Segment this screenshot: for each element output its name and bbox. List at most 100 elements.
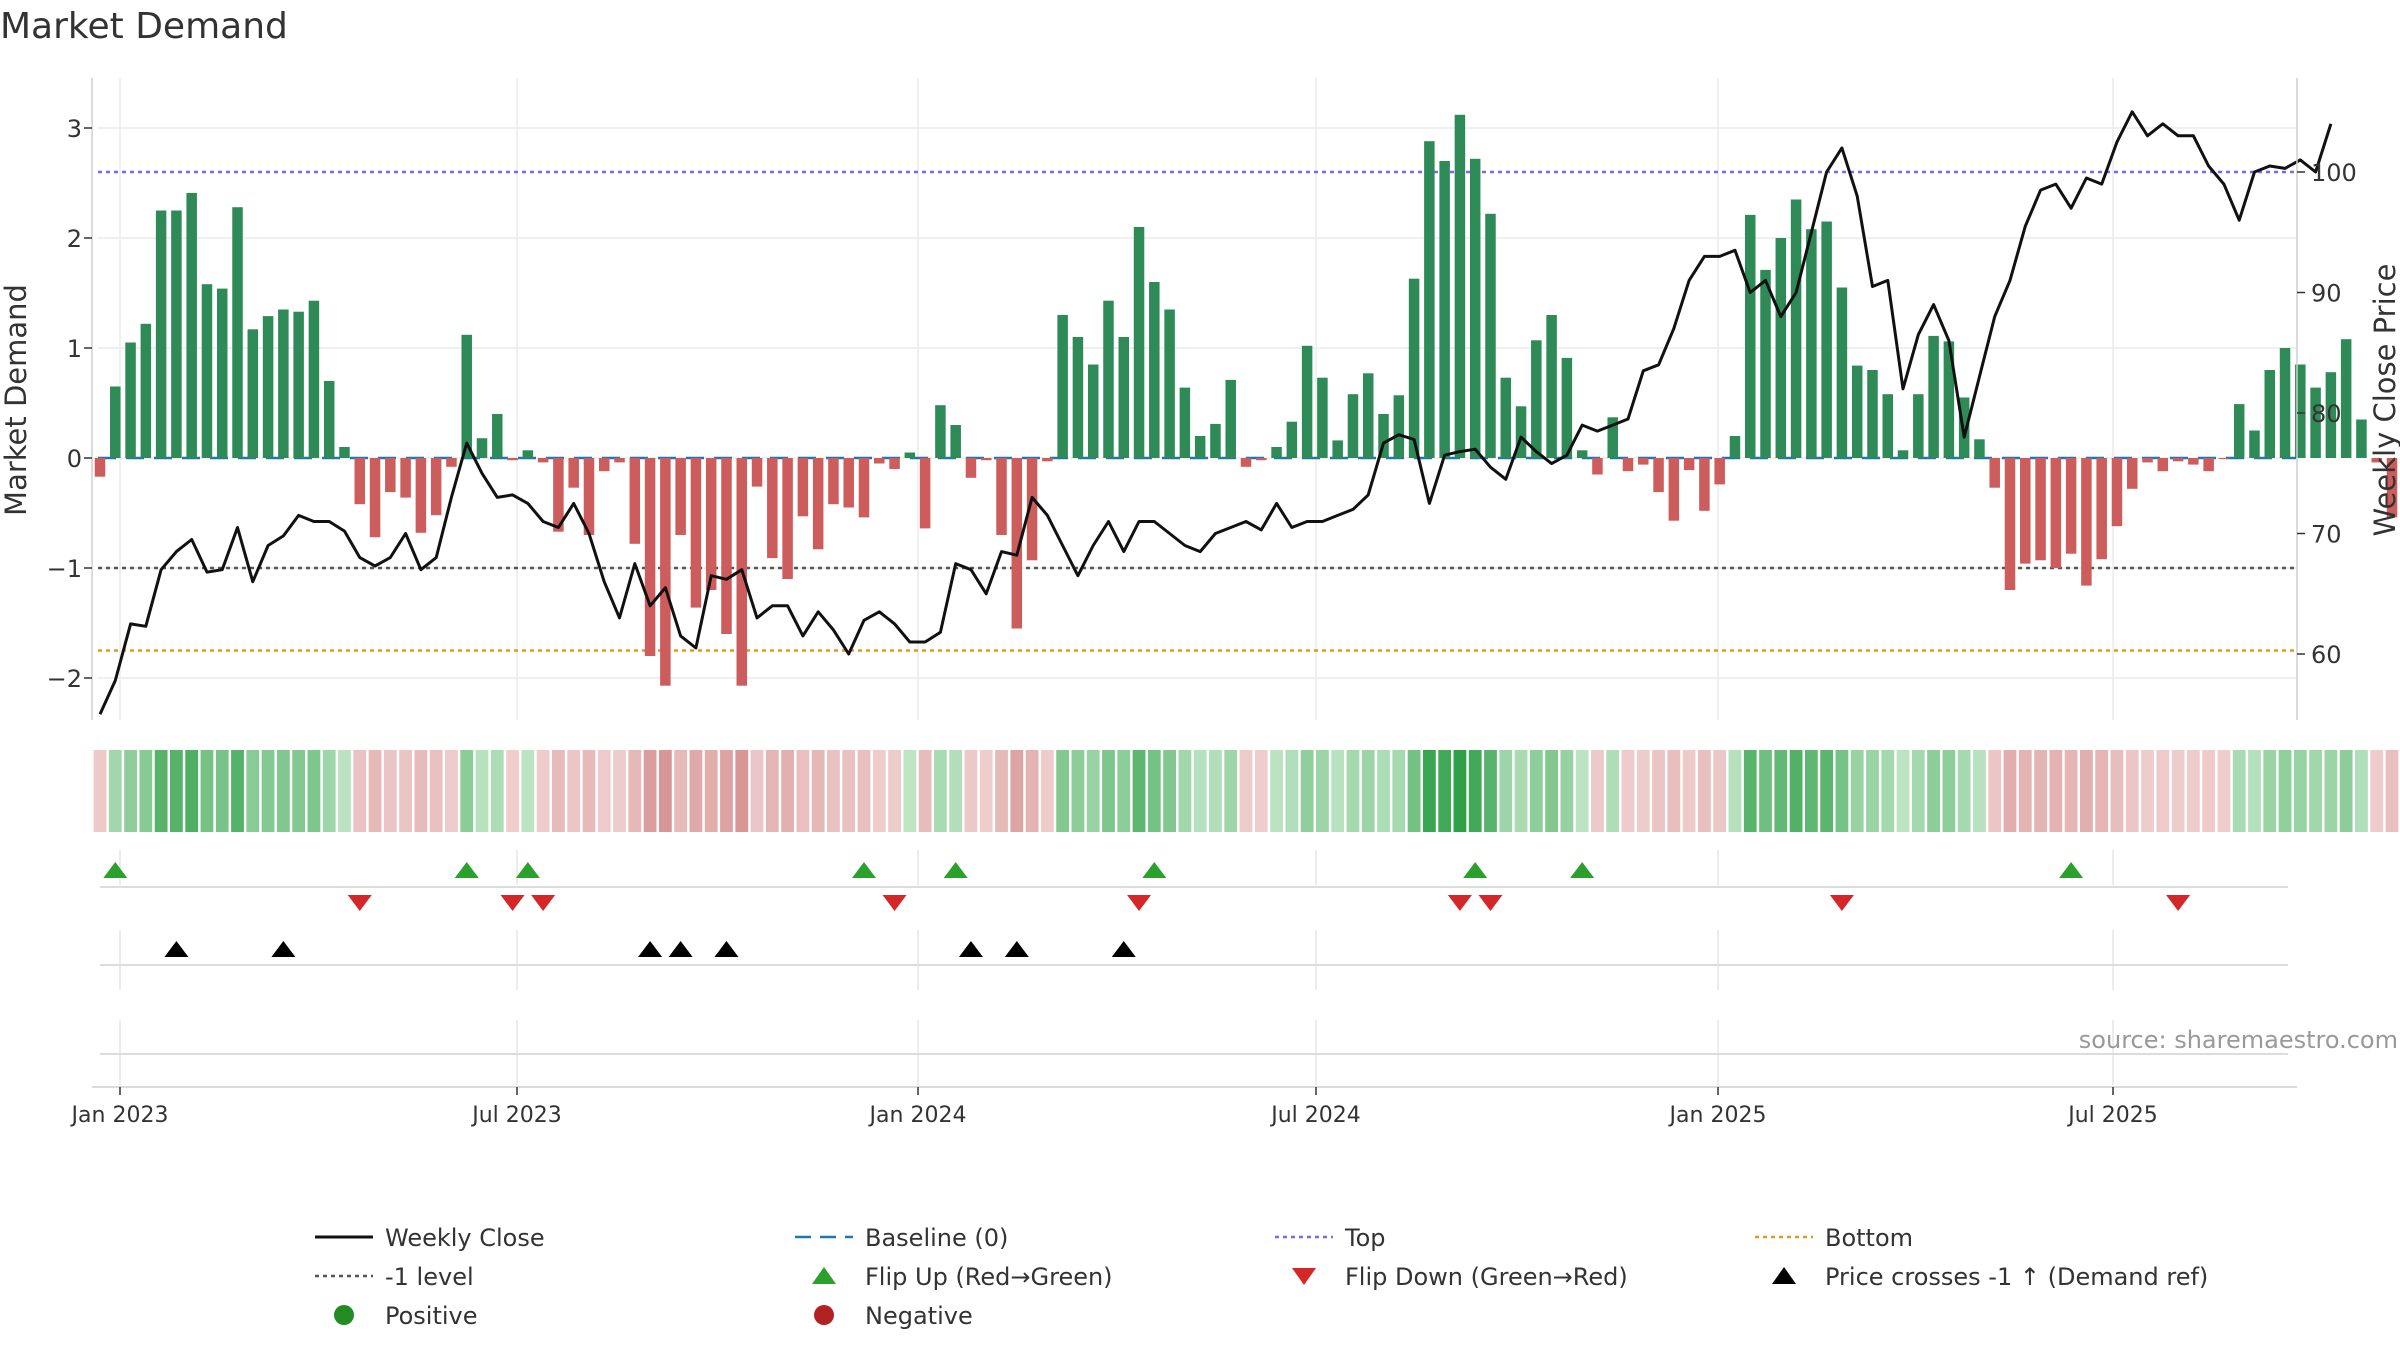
heat-cell [1163, 750, 1176, 832]
demand-bar [553, 458, 564, 532]
heat-cell [170, 750, 183, 832]
demand-bar [1042, 458, 1053, 462]
price-cross-marker [164, 941, 189, 957]
demand-bar [1790, 199, 1802, 458]
heat-cell [1438, 750, 1452, 832]
demand-bar [2035, 458, 2046, 561]
heat-cell [1056, 750, 1070, 832]
heat-cell [1560, 750, 1574, 832]
demand-bar [1393, 395, 1405, 458]
demand-bar [1133, 227, 1145, 458]
heat-cell [781, 750, 794, 832]
heat-cell [1850, 750, 1864, 832]
demand-bar [262, 316, 274, 458]
demand-bar [171, 210, 182, 458]
demand-bar [2142, 458, 2153, 463]
demand-bar [2233, 404, 2245, 458]
right-tick-label: 80 [2311, 400, 2342, 428]
heat-cell [1957, 750, 1971, 832]
legend-item: Baseline (0) [795, 1224, 1008, 1252]
legend-flip-up-icon [812, 1267, 836, 1284]
heat-cell [1927, 750, 1940, 832]
heat-cell [1453, 750, 1467, 832]
demand-bar [675, 458, 686, 535]
legend-flip-down-icon [1292, 1268, 1316, 1285]
demand-bar [186, 192, 197, 458]
demand-bar [323, 381, 335, 458]
price-cross-marker [271, 941, 296, 957]
heat-cell [383, 750, 397, 832]
demand-bar [1668, 458, 1680, 521]
demand-bar [644, 458, 656, 656]
heat-cell [1316, 750, 1329, 832]
heat-cell [124, 750, 137, 832]
demand-bar [919, 458, 931, 529]
demand-bar [1928, 335, 1939, 458]
heat-cell [1254, 750, 1268, 832]
heat-cell [1132, 750, 1146, 832]
heat-cell [796, 750, 810, 832]
heat-cell [1759, 750, 1772, 832]
heat-cell [918, 750, 932, 832]
heat-cell [1270, 750, 1283, 832]
heat-cell [827, 750, 840, 832]
heat-cell [215, 750, 229, 832]
legend-label: Negative [865, 1302, 973, 1330]
demand-bar [1301, 345, 1313, 458]
heat-cell [1804, 750, 1818, 832]
heat-cell [2339, 750, 2353, 832]
heat-cell [689, 750, 703, 832]
demand-bar [2249, 430, 2260, 458]
demand-bar [522, 450, 534, 458]
demand-bar [1729, 436, 1741, 458]
heat-cell [1911, 750, 1925, 832]
demand-bar [1943, 341, 1955, 458]
legend-item: Top [1275, 1224, 1386, 1252]
demand-bar [1683, 458, 1695, 471]
demand-bar [1378, 414, 1389, 458]
demand-bar [782, 458, 793, 579]
demand-bar [476, 438, 488, 458]
demand-bar [155, 210, 167, 458]
demand-bar [1531, 340, 1542, 458]
flip-down-marker [1127, 895, 1152, 911]
heat-cell [811, 750, 825, 832]
demand-bar [1011, 458, 1023, 629]
flip-down-marker [1447, 895, 1472, 911]
heat-cell [613, 750, 626, 832]
demand-bar [1408, 278, 1420, 458]
demand-bar [1439, 161, 1450, 458]
x-tick-label: Jul 2024 [1269, 1103, 1361, 1128]
heat-cell [276, 750, 290, 832]
demand-bar [1561, 357, 1573, 458]
demand-bar [889, 458, 900, 469]
heat-cell [1973, 750, 1986, 832]
heat-cell [2156, 750, 2170, 832]
flip-down-marker [531, 895, 556, 911]
demand-bar [2203, 458, 2214, 472]
demand-bar [2126, 458, 2138, 489]
demand-bar [751, 458, 763, 487]
left-tick-label: 2 [67, 225, 82, 253]
heat-cell [445, 750, 458, 832]
demand-bar [2188, 458, 2199, 465]
heat-cell [964, 750, 978, 832]
price-line [98, 110, 2333, 715]
demand-bar [996, 458, 1007, 535]
demand-bar [767, 458, 778, 559]
demand-bar [1164, 309, 1175, 458]
demand-bar [110, 386, 121, 458]
heat-cell [704, 750, 718, 832]
demand-bar [828, 458, 839, 505]
demand-bar [1210, 423, 1221, 458]
heat-cell [582, 750, 596, 832]
heat-cell [261, 750, 275, 832]
flip-down-marker [347, 895, 372, 911]
demand-bar [2111, 458, 2123, 527]
demand-bar [843, 458, 854, 508]
heat-cell [1621, 750, 1635, 832]
demand-bar [614, 458, 625, 463]
heat-cell [368, 750, 382, 832]
heat-cell [1300, 750, 1314, 832]
